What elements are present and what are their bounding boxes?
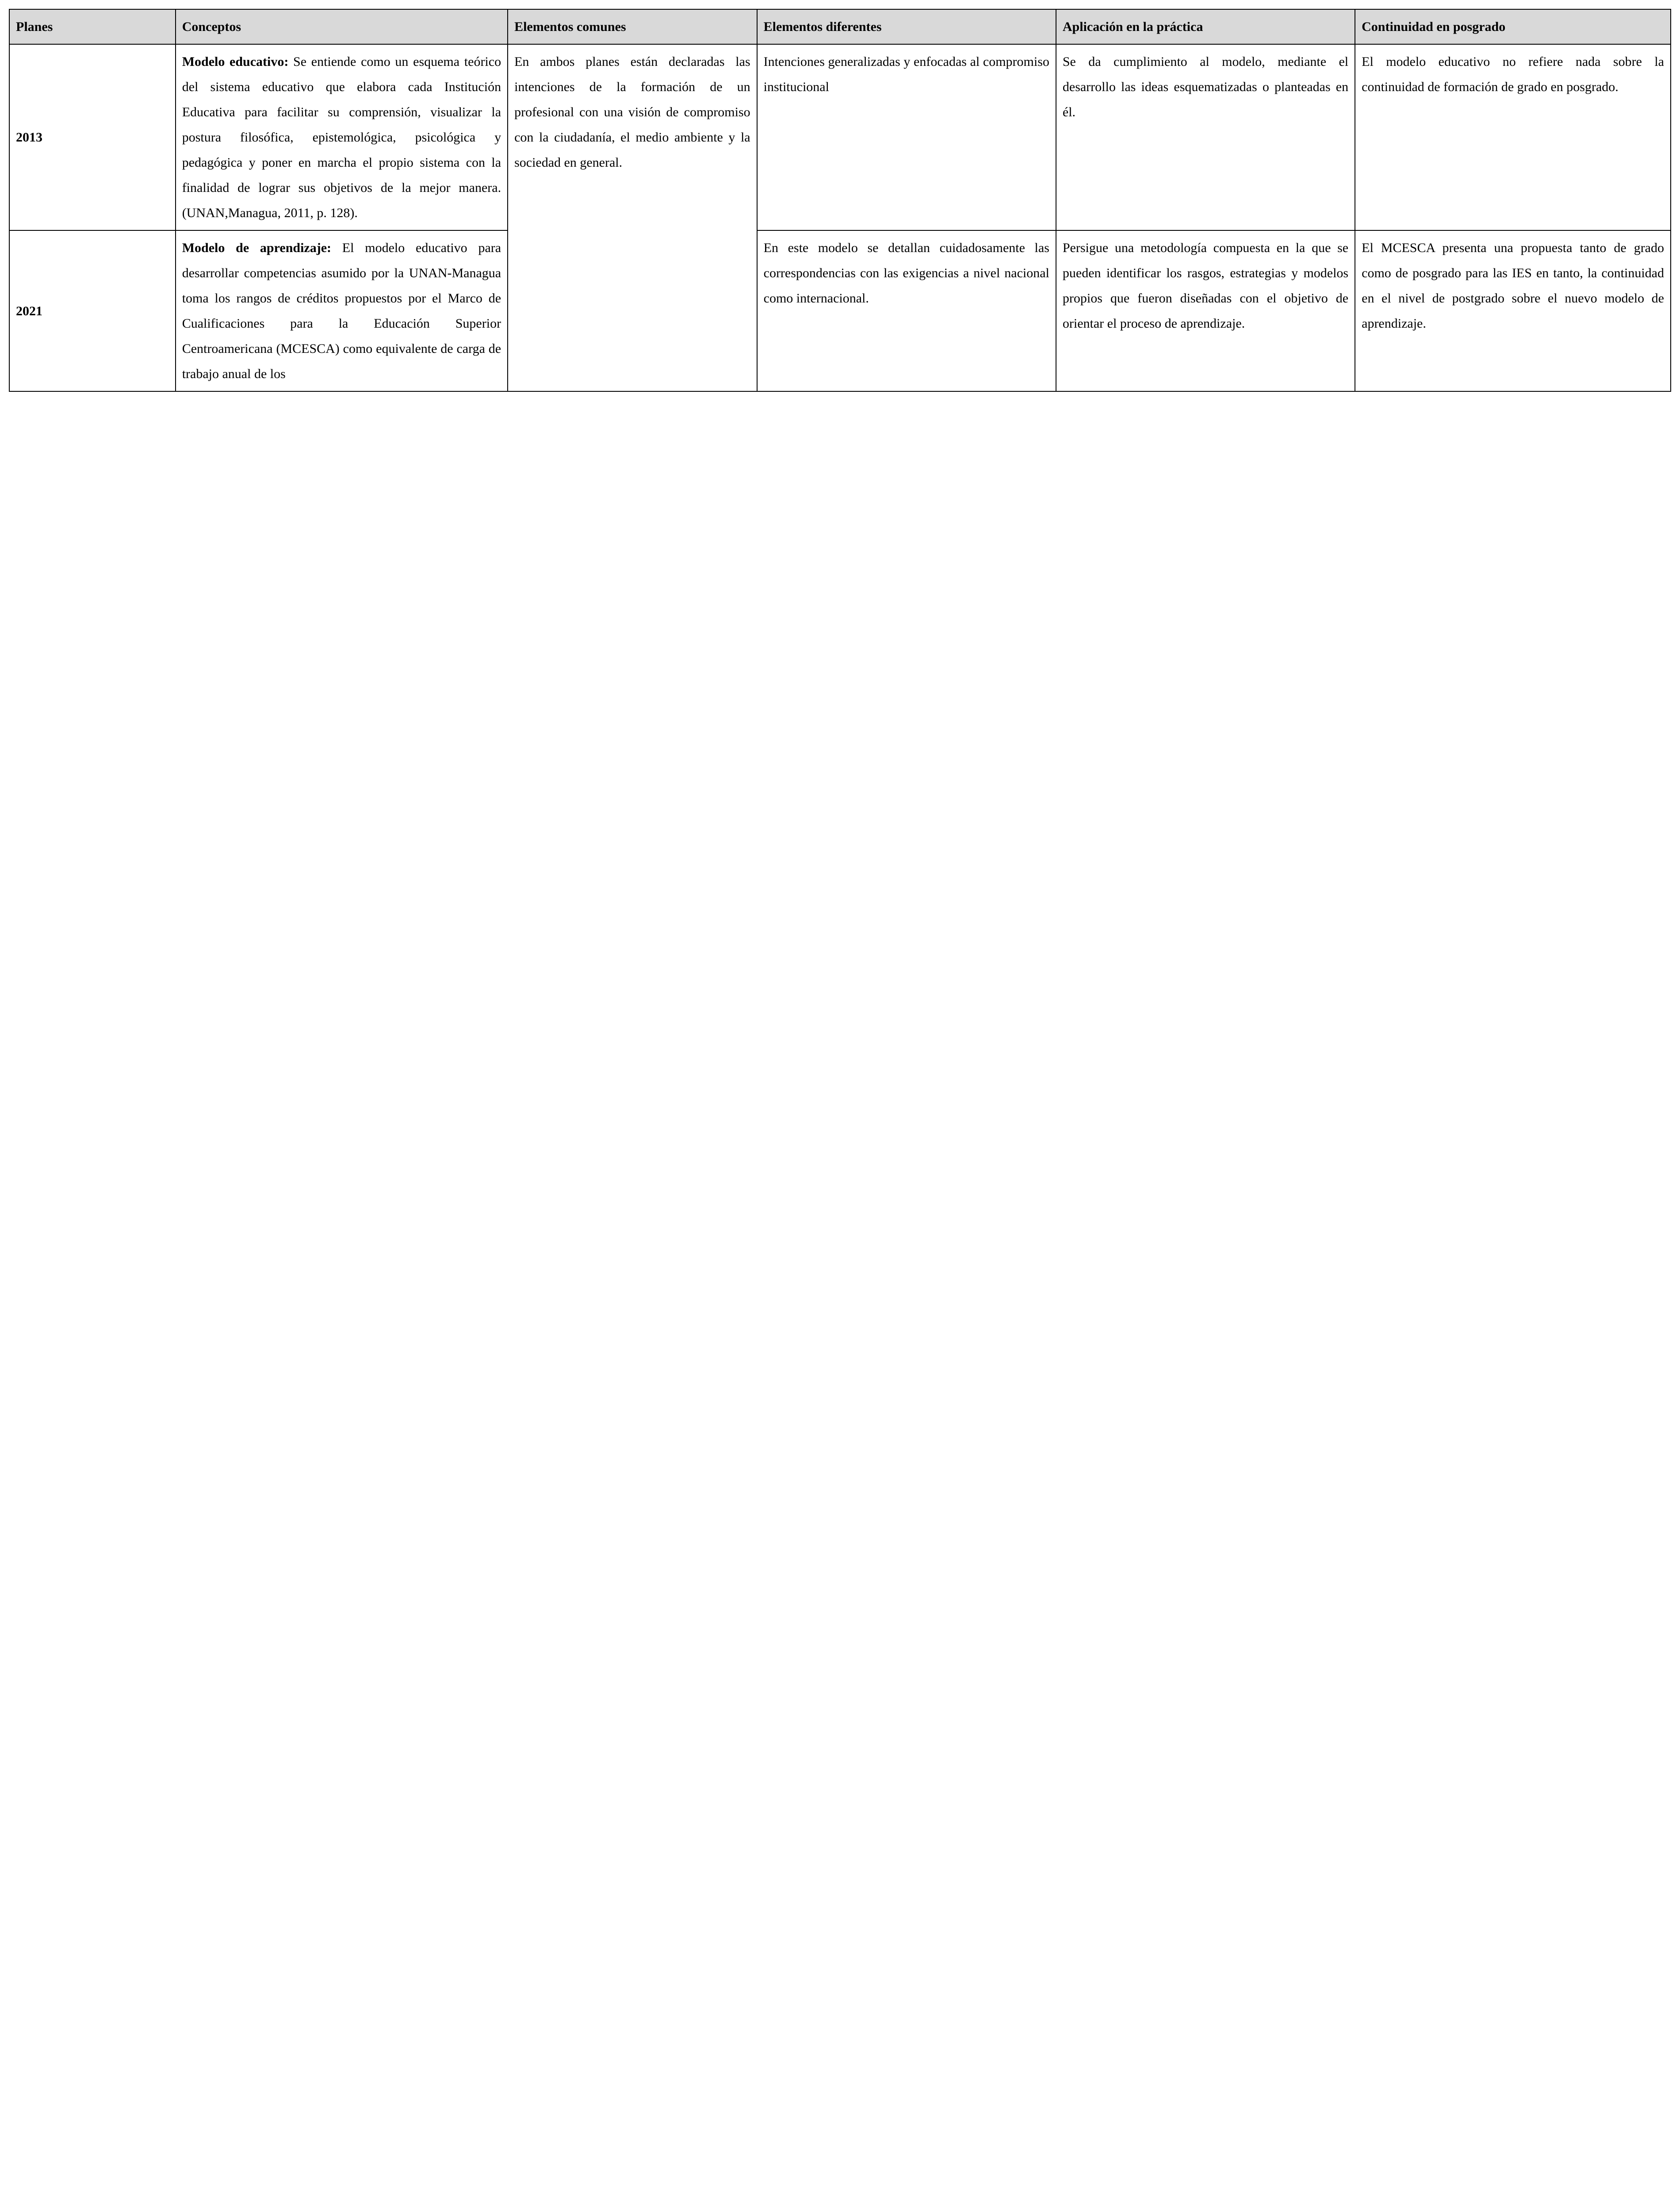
comparison-table: Planes Conceptos Elementos comunes Eleme… [9,9,1671,392]
concepto-cell: Modelo educativo: Se entiende como un es… [176,44,508,230]
concepto-lead: Modelo educativo: [182,54,289,69]
plan-year-cell: 2021 [9,230,176,391]
concepto-lead: Modelo de aprendizaje: [182,241,331,255]
concepto-cell: Modelo de aprendizaje: El modelo educati… [176,230,508,391]
header-continuidad: Continuidad en posgrado [1355,9,1671,44]
table-row: 2013 Modelo educativo: Se entiende como … [9,44,1671,230]
header-aplicacion: Aplicación en la práctica [1056,9,1355,44]
header-conceptos: Conceptos [176,9,508,44]
aplicacion-cell: Persigue una metodología compuesta en la… [1056,230,1355,391]
table-header-row: Planes Conceptos Elementos comunes Eleme… [9,9,1671,44]
table-row: 2021 Modelo de aprendizaje: El modelo ed… [9,230,1671,391]
header-comunes: Elementos comunes [508,9,757,44]
comunes-merged-cell: En ambos planes están declaradas las int… [508,44,757,391]
diferentes-cell: En este modelo se detallan cuidadosament… [757,230,1056,391]
continuidad-cell: El modelo educativo no refiere nada sobr… [1355,44,1671,230]
diferentes-cell: Intenciones generalizadas y enfocadas al… [757,44,1056,230]
continuidad-cell: El MCESCA presenta una propuesta tanto d… [1355,230,1671,391]
plan-year-cell: 2013 [9,44,176,230]
header-diferentes: Elementos diferentes [757,9,1056,44]
header-planes: Planes [9,9,176,44]
aplicacion-cell: Se da cumplimiento al modelo, mediante e… [1056,44,1355,230]
concepto-body: Se entiende como un esquema teórico del … [182,54,501,220]
concepto-body: El modelo educativo para desarrollar com… [182,241,501,381]
